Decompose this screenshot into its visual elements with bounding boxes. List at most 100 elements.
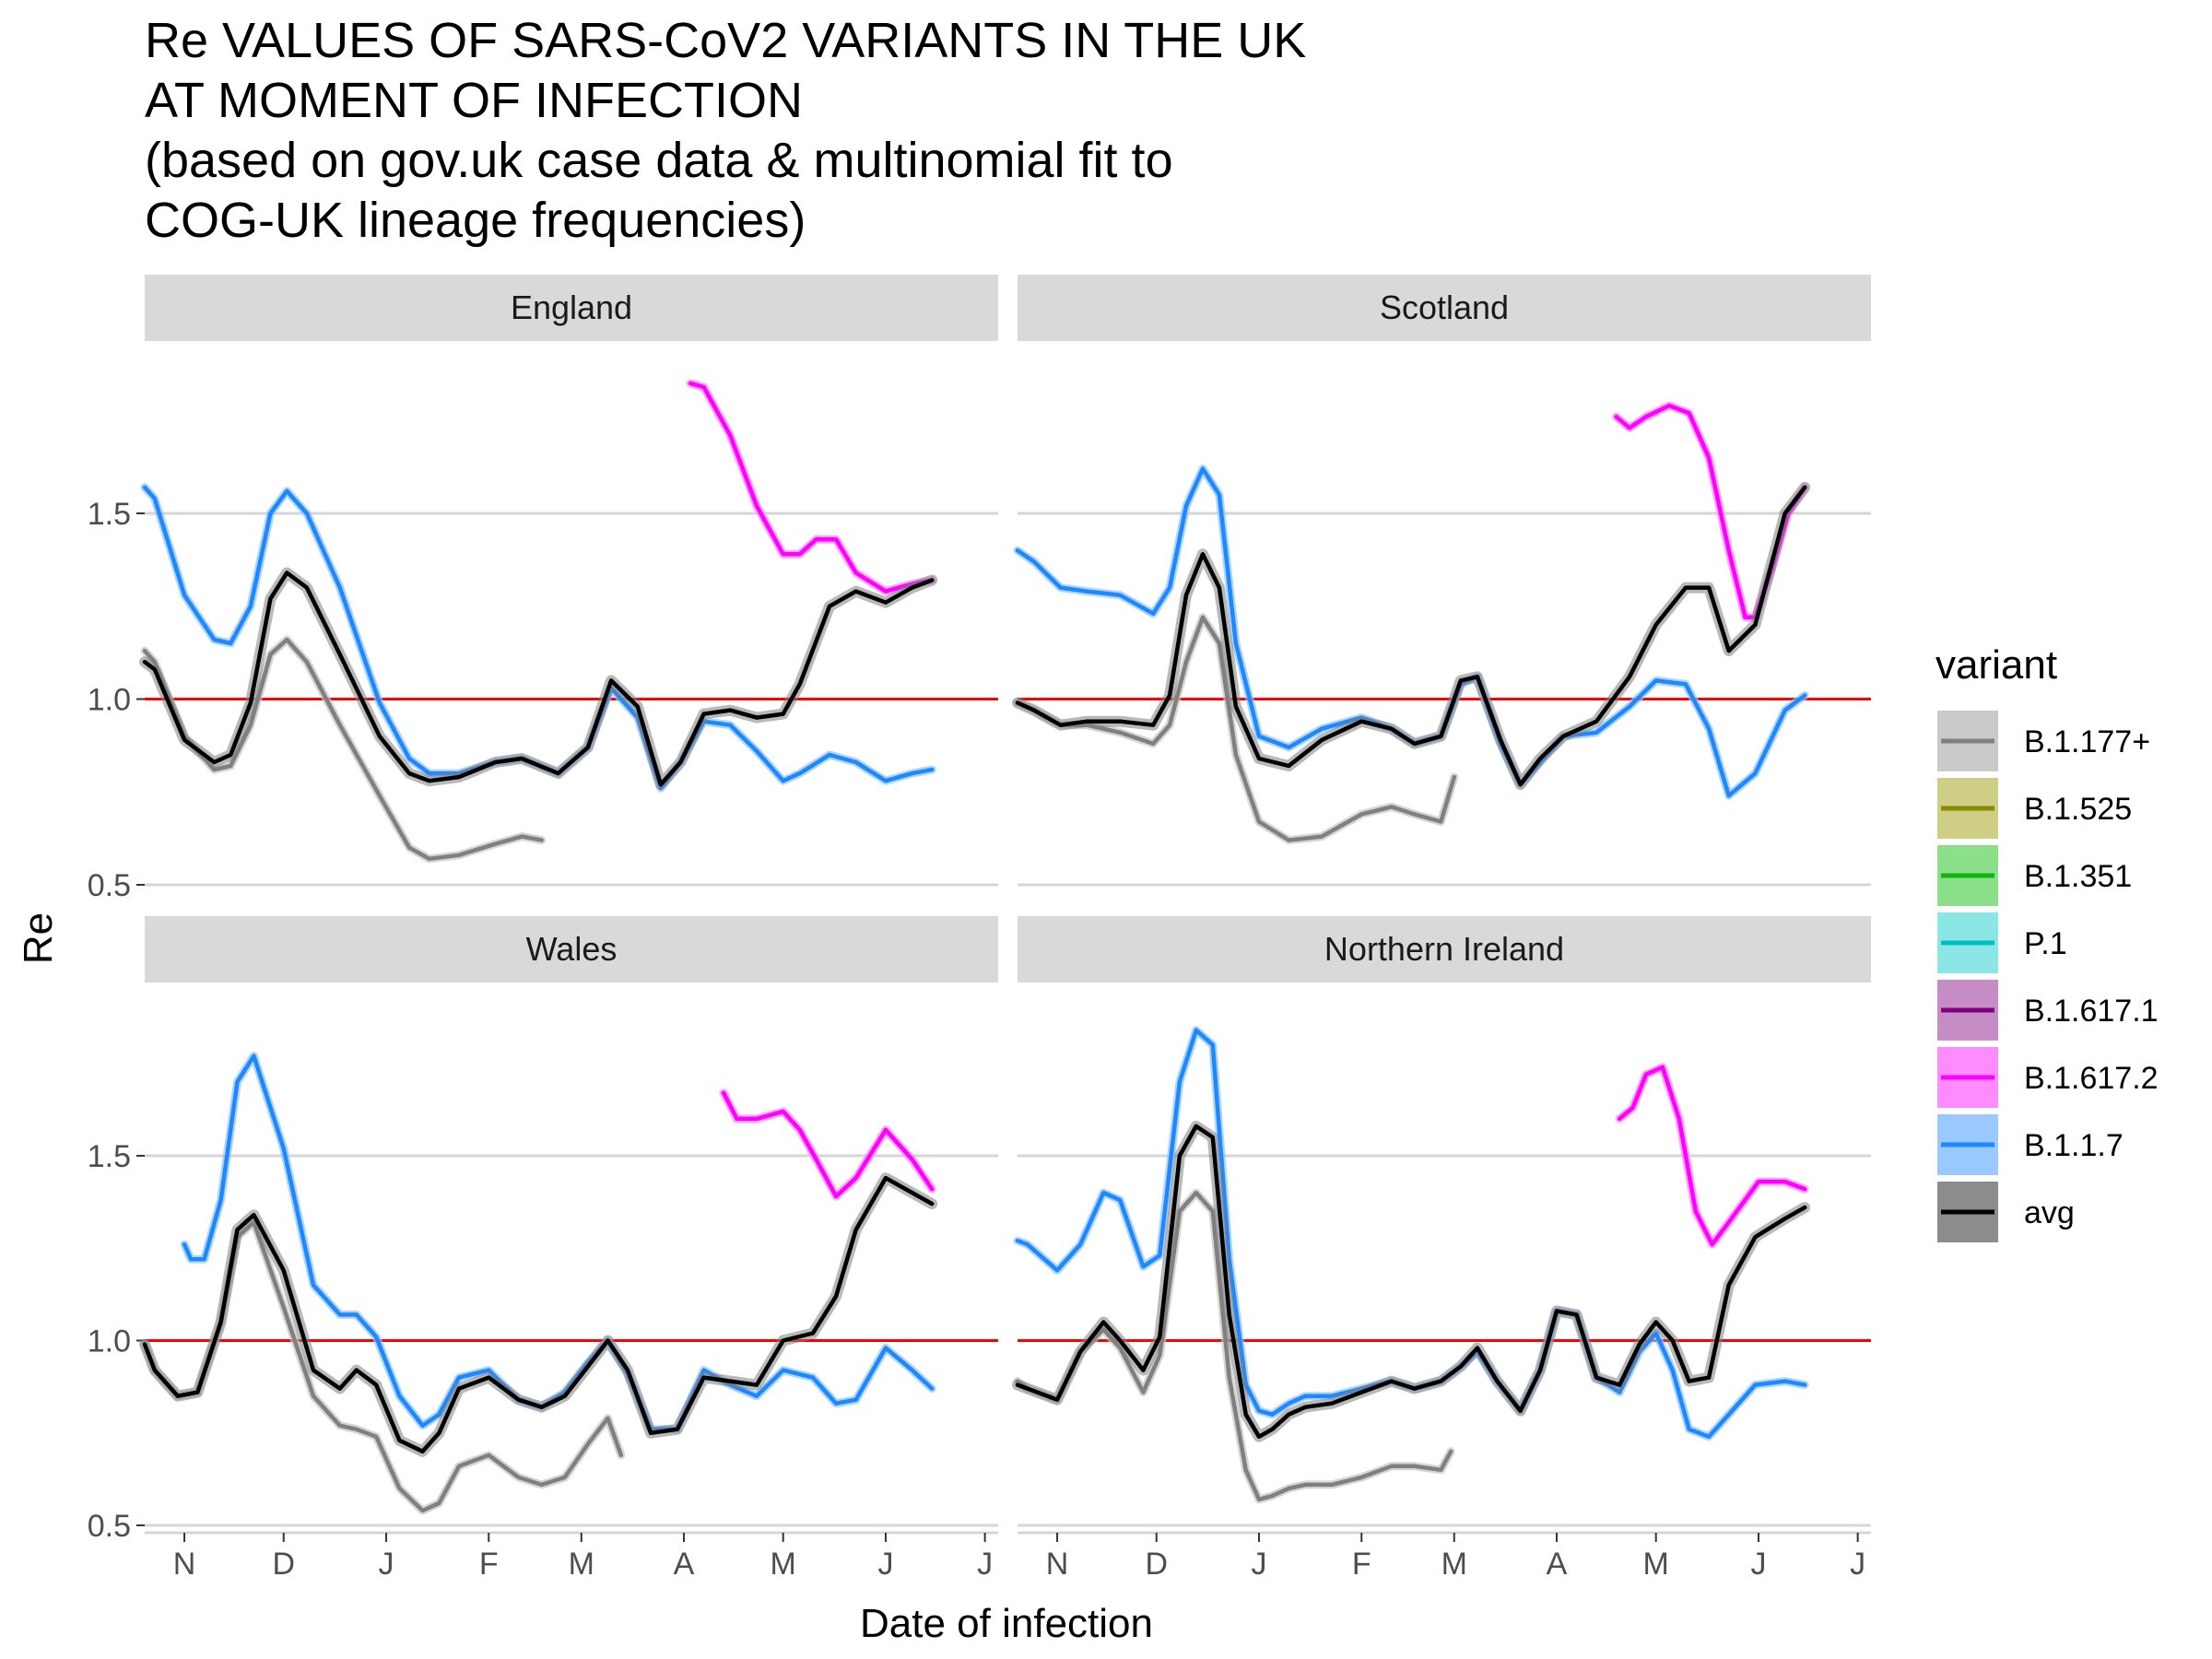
data-point-avg xyxy=(676,1428,679,1431)
data-point-b-1-1-7 xyxy=(755,749,759,753)
data-point-avg xyxy=(1413,1387,1417,1391)
legend-label: B.1.617.2 xyxy=(2024,1061,2159,1096)
data-point-avg xyxy=(854,1228,858,1231)
data-point-avg xyxy=(219,1321,223,1324)
data-point-b-1-177 xyxy=(355,1428,359,1431)
data-point-b-1-1-7 xyxy=(437,1413,441,1417)
data-point-b-1-1-7 xyxy=(828,753,831,757)
legend-item-b-1-1-7: B.1.1.7 xyxy=(1937,1114,2124,1175)
legend: variant B.1.177+ B.1.525 B.1.351 P.1 B.1.617… xyxy=(1936,642,2159,1242)
x-tick-label: F xyxy=(1352,1547,1371,1582)
data-point-b-1-177 xyxy=(1359,812,1363,816)
data-point-avg xyxy=(1538,757,1542,760)
data-point-avg xyxy=(834,1294,838,1298)
data-point-avg xyxy=(1151,724,1155,727)
data-point-b-1-617-2 xyxy=(1711,1242,1714,1246)
data-point-b-1-617-2 xyxy=(815,537,818,541)
data-point-b-1-177 xyxy=(1194,1191,1198,1194)
data-point-b-1-1-7 xyxy=(755,1394,759,1398)
data-point-avg xyxy=(828,605,831,608)
series-band-avg xyxy=(139,1172,938,1457)
data-point-b-1-1-7 xyxy=(1168,586,1171,590)
data-point-avg xyxy=(338,1387,342,1391)
data-point-avg xyxy=(609,678,613,682)
data-point-b-1-1-7 xyxy=(338,1312,342,1316)
legend-label: P.1 xyxy=(2024,926,2067,961)
data-point-b-1-1-7 xyxy=(1753,1383,1757,1387)
x-tick-label: M xyxy=(771,1547,796,1582)
data-point-avg xyxy=(911,1191,914,1194)
data-point-b-1-1-7 xyxy=(457,1376,461,1380)
data-point-avg xyxy=(1085,720,1088,724)
data-point-b-1-617-2 xyxy=(688,382,692,385)
data-point-b-1-1-7 xyxy=(236,1080,239,1084)
data-point-avg xyxy=(397,1439,401,1442)
data-point-avg xyxy=(1803,1206,1806,1209)
data-point-avg xyxy=(437,1431,441,1435)
data-point-avg xyxy=(1459,678,1463,682)
data-point-avg xyxy=(282,1268,286,1272)
data-point-avg xyxy=(312,1369,315,1372)
data-point-avg xyxy=(1439,735,1442,738)
data-point-b-1-177 xyxy=(1244,1468,1248,1472)
data-point-avg xyxy=(1727,1283,1731,1287)
data-point-avg xyxy=(1594,720,1598,724)
data-point-b-1-1-7 xyxy=(1101,1191,1105,1194)
data-point-avg xyxy=(236,1228,239,1231)
data-point-b-1-617-2 xyxy=(1727,1220,1731,1224)
data-point-b-1-1-7 xyxy=(811,1376,815,1380)
data-point-b-1-1-7 xyxy=(397,1394,401,1398)
data-point-b-1-1-7 xyxy=(189,1257,193,1261)
data-point-b-1-177 xyxy=(305,660,309,664)
data-point-b-1-617-2 xyxy=(884,1128,888,1132)
data-point-avg xyxy=(1459,1365,1463,1369)
data-point-avg xyxy=(229,753,232,757)
facet-strip xyxy=(1018,916,1871,982)
data-point-b-1-1-7 xyxy=(884,1347,888,1349)
data-point-b-1-177 xyxy=(421,1509,424,1512)
x-tick-label: J xyxy=(379,1547,394,1582)
data-point-b-1-1-7 xyxy=(1654,678,1658,682)
data-point-b-1-617-2 xyxy=(911,1158,914,1161)
data-point-b-1-1-7 xyxy=(1783,709,1787,712)
data-point-b-1-1-7 xyxy=(143,486,147,489)
data-point-b-1-617-2 xyxy=(782,1110,785,1113)
data-point-b-1-1-7 xyxy=(182,1242,186,1246)
data-point-b-1-1-7 xyxy=(312,1283,315,1287)
data-point-avg xyxy=(1575,1312,1579,1316)
data-point-avg xyxy=(1561,735,1565,738)
data-point-avg xyxy=(782,1339,785,1342)
data-point-b-1-617-2 xyxy=(1628,426,1631,429)
data-point-b-1-177 xyxy=(268,653,272,656)
x-tick-label: J xyxy=(1850,1547,1865,1582)
data-point-b-1-1-7 xyxy=(487,1369,490,1372)
data-point-b-1-617-2 xyxy=(722,1091,725,1095)
data-point-b-1-1-7 xyxy=(1059,586,1063,590)
data-point-avg xyxy=(1707,586,1711,590)
data-point-b-1-1-7 xyxy=(1330,1394,1334,1398)
data-point-b-1-177 xyxy=(1330,1483,1334,1487)
data-point-b-1-1-7 xyxy=(219,1198,223,1202)
series-line-avg xyxy=(142,571,935,787)
data-point-b-1-177 xyxy=(143,649,147,653)
data-point-b-1-1-7 xyxy=(338,586,342,590)
data-point-b-1-617-2 xyxy=(735,1117,738,1121)
title-line-4: COG-UK lineage frequencies) xyxy=(145,193,806,248)
data-point-avg xyxy=(1218,586,1221,590)
data-point-b-1-177 xyxy=(1453,775,1456,779)
data-point-avg xyxy=(143,660,147,664)
data-point-avg xyxy=(1495,1380,1499,1383)
x-tick-label: J xyxy=(877,1547,893,1582)
data-point-avg xyxy=(636,705,640,709)
data-point-b-1-177 xyxy=(1390,1465,1394,1468)
legend-item-b-1-525: B.1.525 xyxy=(1937,778,2132,839)
data-point-avg xyxy=(493,760,497,764)
data-point-avg xyxy=(557,771,560,775)
data-point-b-1-1-7 xyxy=(1257,1409,1261,1413)
data-point-b-1-177 xyxy=(540,839,544,842)
data-point-avg xyxy=(1059,724,1063,727)
data-point-avg xyxy=(1688,1380,1691,1383)
data-point-avg xyxy=(1184,594,1188,597)
data-point-b-1-617-2 xyxy=(1644,415,1648,418)
data-point-avg xyxy=(1359,1391,1363,1394)
